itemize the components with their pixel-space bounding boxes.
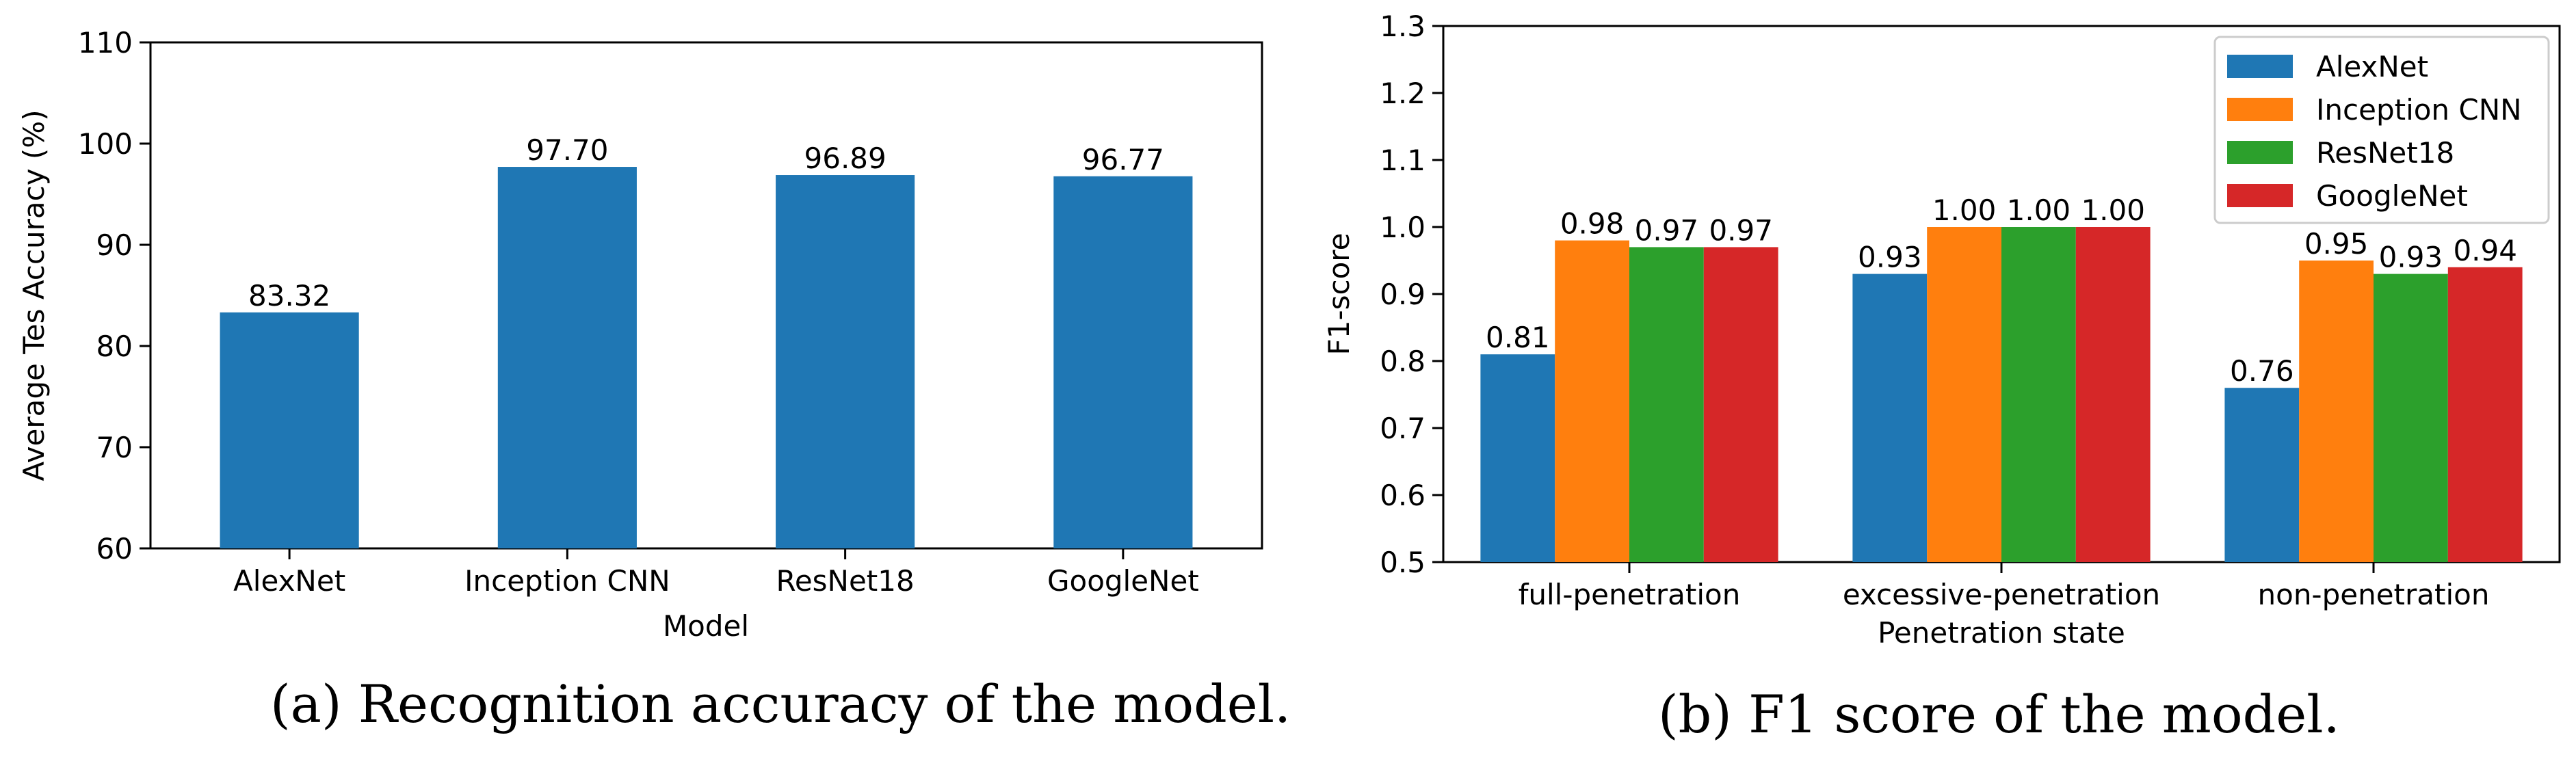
f1-score-chart-legend: AlexNet Inception CNN ResNet18 GoogleNet [2213,36,2550,224]
bar-alexnet [220,312,359,548]
accuracy-chart-x-axis-label: Model [663,609,749,643]
bar-value-label: 1.00 [2007,194,2071,227]
f1-score-chart-x-axis-label: Penetration state [1878,616,2125,650]
f1-score-chart-caption: (b) F1 score of the model. [1658,684,2340,745]
bar-value-label: 0.76 [2230,354,2294,388]
y-tick-label: 110 [78,26,133,59]
bar-resnet18-non-penetration [2374,274,2448,562]
bar-value-label: 0.95 [2304,227,2369,261]
y-tick-label: 90 [96,228,133,262]
y-tick-label: 1.0 [1380,211,1425,244]
accuracy-chart-caption: (a) Recognition accuracy of the model. [270,674,1291,734]
bar-alexnet-excessive-penetration [1852,274,1928,562]
legend-swatch [2227,98,2293,121]
x-tick-label: GoogleNet [1047,564,1199,598]
bar-value-label: 0.81 [1486,321,1550,354]
bar-value-label: 1.00 [2081,194,2145,227]
y-tick-label: 60 [96,532,133,565]
y-tick-label: 0.7 [1380,412,1425,445]
legend-swatch [2227,184,2293,207]
x-tick-label: Inception CNN [464,564,670,598]
y-tick-label: 0.9 [1380,278,1425,311]
bar-inception-cnn-full-penetration [1555,240,1629,562]
bar-value-label: 0.93 [1858,241,1922,274]
y-tick-label: 1.3 [1380,10,1425,43]
x-tick-label: non-penetration [2258,578,2490,611]
legend-box [2213,36,2550,224]
accuracy-chart-y-axis-label: Average Tes Accuracy (%) [17,109,51,481]
legend-swatch [2227,55,2293,78]
y-tick-label: 80 [96,330,133,363]
bar-inception-cnn-non-penetration [2299,261,2374,562]
bar-resnet18-excessive-penetration [2001,227,2076,562]
bar-value-label: 0.97 [1635,213,1699,247]
bar-resnet18-full-penetration [1629,247,1704,562]
y-tick-label: 100 [78,127,133,161]
y-tick-label: 0.6 [1380,479,1425,512]
legend-swatch [2227,141,2293,164]
f1-score-chart: 0.5 0.6 0.7 0.8 0.9 1.0 1.1 1.2 1.3 0.81 0.98 0.97… [1322,10,2561,650]
bar-value-label: 0.97 [1709,213,1773,247]
x-tick-label: excessive-penetration [1843,578,2160,611]
bar-inception-cnn [497,167,637,549]
bar-alexnet-full-penetration [1480,354,1555,562]
bar-value-label: 97.70 [526,133,608,167]
x-tick-label: full-penetration [1519,578,1741,611]
legend-label: AlexNet [2316,50,2428,83]
bar-inception-cnn-excessive-penetration [1927,227,2001,562]
y-tick-label: 1.2 [1380,77,1425,110]
x-tick-label: ResNet18 [776,564,915,598]
bar-resnet18 [776,175,915,548]
legend-label: ResNet18 [2316,136,2454,170]
y-tick-label: 0.5 [1380,546,1425,579]
bar-googlenet-non-penetration [2447,267,2523,562]
bar-value-label: 0.98 [1560,207,1625,241]
x-tick-label: AlexNet [233,564,345,598]
legend-label: Inception CNN [2316,93,2522,126]
bar-value-label: 83.32 [248,279,330,312]
legend-label: GoogleNet [2316,179,2468,213]
y-tick-label: 70 [96,431,133,464]
bar-alexnet-non-penetration [2224,388,2300,562]
y-tick-label: 0.8 [1380,345,1425,378]
bar-value-label: 96.77 [1082,143,1164,176]
y-tick-label: 1.1 [1380,144,1425,177]
bar-value-label: 96.89 [804,142,886,175]
bar-value-label: 0.94 [2453,234,2517,267]
bar-googlenet-full-penetration [1703,247,1778,562]
bar-googlenet [1053,176,1193,549]
bar-googlenet-excessive-penetration [2075,227,2151,562]
bar-value-label: 0.93 [2379,241,2443,274]
bar-value-label: 1.00 [1932,194,1997,227]
accuracy-chart: 60 70 80 90 100 110 83.32 97.70 96.89 96.77 Alex… [17,26,1263,643]
f1-score-chart-y-axis-label: F1-score [1322,233,1356,356]
